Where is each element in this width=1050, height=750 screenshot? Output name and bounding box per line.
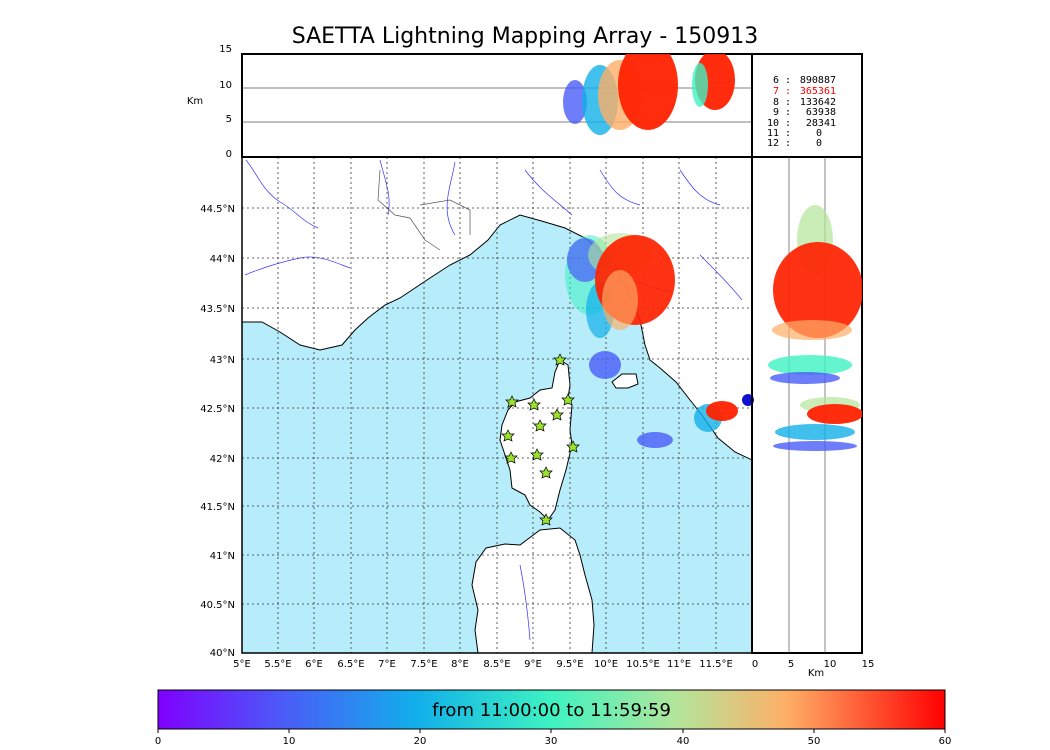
station-marker: [504, 451, 518, 464]
height-vs-lon-panel: [242, 54, 752, 135]
station-number: 6: [773, 75, 779, 86]
colorbar-tick: 20: [414, 736, 427, 747]
lon-tick: 7°E: [378, 659, 396, 670]
height-tick: 5: [226, 114, 232, 125]
lon-tick: 8°E: [451, 659, 469, 670]
station-number: 7: [773, 86, 779, 97]
lightning-clusters: [565, 233, 738, 448]
lat-tick: 43.5°N: [200, 304, 235, 315]
station-marker: [561, 393, 575, 406]
station-number: 9: [773, 107, 779, 118]
colorbar-tick: 50: [808, 736, 821, 747]
station-number: 12: [767, 138, 779, 149]
station-markers: [501, 353, 580, 526]
right-km-tick: 0: [752, 659, 758, 670]
lon-tick: 10.5°E: [626, 659, 660, 670]
lon-tick: 9°E: [524, 659, 542, 670]
station-count-legend: 6 : 890887 7 : 365361 8 : 133642 9 : 639…: [767, 75, 836, 149]
station-count: 0: [816, 128, 822, 139]
station-sep: :: [785, 75, 791, 86]
corsica-land: [499, 359, 573, 521]
mainland-land: [242, 157, 752, 461]
station-marker: [553, 353, 567, 366]
height-vs-lat-panel: [768, 157, 862, 653]
station-sep: :: [785, 128, 791, 139]
station-marker: [539, 466, 553, 479]
station-sep: :: [785, 86, 791, 97]
elba-island: [611, 373, 639, 389]
lat-tick: 40.5°N: [200, 600, 235, 611]
map-panel: [242, 157, 752, 653]
lon-tick: 5.5°E: [264, 659, 291, 670]
station-marker: [501, 429, 515, 442]
colorbar-tick: 60: [939, 736, 952, 747]
height-axis-label: Km: [187, 96, 203, 107]
station-marker: [530, 448, 544, 461]
lat-tick: 43°N: [210, 355, 235, 366]
right-km-tick: 10: [824, 659, 837, 670]
right-axis-label: Km: [808, 668, 824, 679]
station-sep: :: [785, 118, 791, 129]
station-sep: :: [785, 97, 791, 108]
height-panel-frame: [241, 53, 863, 158]
lon-ticks: 5°E 5.5°E 6°E 6.5°E 7°E 7.5°E 8°E 8.5°E …: [233, 659, 733, 670]
lat-tick: 40°N: [210, 648, 235, 659]
station-marker: [527, 398, 541, 411]
colorbar-tick: 10: [283, 736, 296, 747]
station-marker: [566, 440, 580, 453]
sardinia-land: [471, 527, 595, 653]
lon-tick: 5°E: [233, 659, 251, 670]
colorbar-tick: 0: [155, 736, 161, 747]
figure-title: SAETTA Lightning Mapping Array - 150913: [291, 24, 759, 49]
station-count: 133642: [800, 97, 836, 108]
height-tick: 15: [219, 44, 232, 55]
lat-tick: 42.5°N: [200, 404, 235, 415]
lon-tick: 11°E: [667, 659, 691, 670]
lon-tick: 6°E: [305, 659, 323, 670]
colorbar-caption: from 11:00:00 to 11:59:59: [432, 700, 671, 721]
station-marker: [539, 513, 553, 526]
lon-tick: 6.5°E: [337, 659, 364, 670]
station-sep: :: [785, 107, 791, 118]
height-tick: 0: [226, 149, 232, 160]
station-count: 890887: [800, 75, 836, 86]
lat-ticks: 44.5°N 44°N 43.5°N 43°N 42.5°N 42°N 41.5…: [200, 204, 235, 659]
station-number: 8: [773, 97, 779, 108]
lon-tick: 11.5°E: [699, 659, 733, 670]
colorbar-ticks: 0 10 20 30 40 50 60: [155, 729, 952, 747]
station-count: 28341: [806, 118, 836, 129]
station-count: 63938: [806, 107, 836, 118]
station-marker: [505, 395, 519, 408]
lon-tick: 10°E: [594, 659, 618, 670]
station-sep: :: [785, 138, 791, 149]
lon-tick: 8.5°E: [483, 659, 510, 670]
colorbar-tick: 30: [545, 736, 558, 747]
lon-tick: 9.5°E: [556, 659, 583, 670]
lat-tick: 44.5°N: [200, 204, 235, 215]
station-marker: [550, 408, 564, 421]
lat-tick: 44°N: [210, 254, 235, 265]
country-borders: [377, 169, 471, 251]
lat-tick: 41°N: [210, 551, 235, 562]
right-panel-frame: [751, 156, 863, 654]
station-count: 0: [816, 138, 822, 149]
lon-tick: 7.5°E: [410, 659, 437, 670]
station-number: 10: [767, 118, 779, 129]
station-marker: [533, 419, 547, 432]
colorbar-tick: 40: [677, 736, 690, 747]
right-km-tick: 5: [788, 659, 794, 670]
station-count: 365361: [800, 86, 836, 97]
right-km-tick: 15: [862, 659, 875, 670]
height-tick: 10: [219, 80, 232, 91]
station-number: 11: [767, 128, 779, 139]
lat-tick: 42°N: [210, 454, 235, 465]
lat-tick: 41.5°N: [200, 502, 235, 513]
